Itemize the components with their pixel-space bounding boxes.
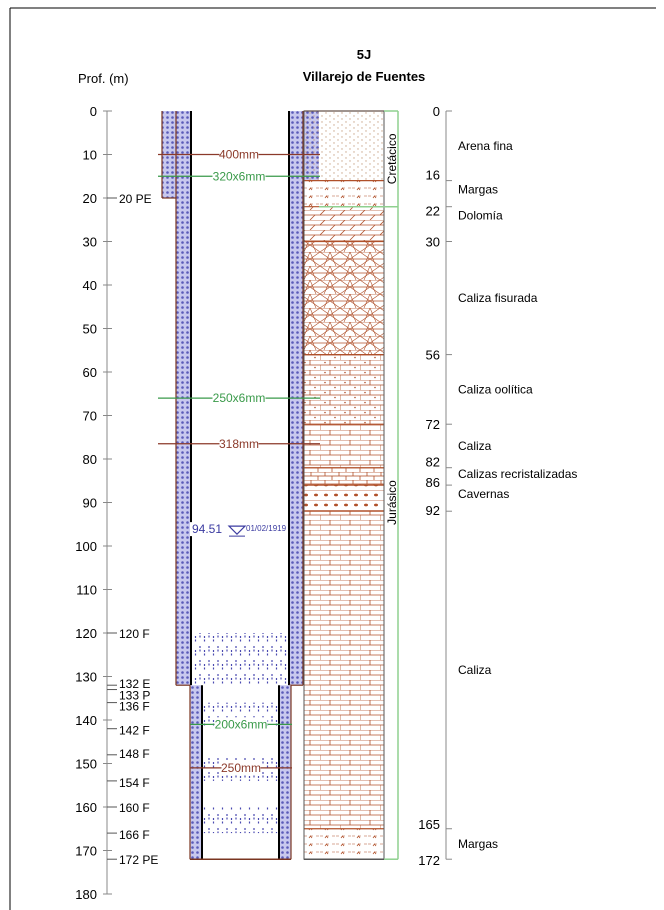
depth-tick-label: 80 bbox=[83, 452, 97, 467]
lower-casing-wall-right bbox=[280, 685, 291, 860]
lithology-layer-caverns bbox=[304, 485, 384, 512]
casing-label-bg bbox=[219, 147, 259, 162]
casing-label-bg bbox=[219, 436, 259, 451]
depth-tick-label: 100 bbox=[75, 539, 97, 554]
period-label: Cretácico bbox=[385, 133, 399, 184]
depth-marker-label: 166 F bbox=[119, 828, 150, 842]
depth-tick-label: 30 bbox=[83, 235, 97, 250]
well-structure bbox=[161, 111, 319, 860]
depth-tick-label: 0 bbox=[90, 104, 97, 119]
lithology-name: Arena fina bbox=[458, 139, 513, 153]
title-name: Villarejo de Fuentes bbox=[303, 69, 426, 84]
depth-marker-label: 133 P bbox=[119, 689, 150, 703]
period-label: Jurásico bbox=[385, 480, 399, 525]
lithology-layer-sand bbox=[304, 111, 384, 181]
screen-interval bbox=[193, 633, 288, 686]
lithology-layer-oolitic bbox=[304, 354, 384, 425]
lithology-name: Caliza bbox=[458, 439, 492, 453]
casing-label: 200x6mm bbox=[215, 717, 268, 731]
casing-label: 250x6mm bbox=[213, 391, 266, 405]
lithology-column bbox=[303, 110, 385, 860]
depth-tick-label: 10 bbox=[83, 148, 97, 163]
water-level-value: 94.51 bbox=[192, 522, 222, 536]
depth-tick-label: 110 bbox=[76, 583, 97, 598]
depth-tick-label: 160 bbox=[75, 800, 97, 815]
lithology-depth-label: 0 bbox=[433, 104, 440, 119]
depth-marker-label: 160 F bbox=[119, 801, 150, 815]
lithology-name: Dolomía bbox=[458, 208, 503, 222]
depth-marker-label: 154 F bbox=[119, 776, 150, 790]
lithology-name: Calizas recristalizadas bbox=[458, 467, 577, 481]
lithology-depth-scale: 0 16 22 30 56 72 82 86 92 165 172 Arena fina Margas D… bbox=[418, 104, 577, 868]
water-level-date: 01/02/1919 bbox=[246, 524, 287, 533]
lithology-depth-label: 30 bbox=[426, 235, 440, 250]
depth-marker-label: 136 F bbox=[119, 700, 150, 714]
depth-tick-label: 90 bbox=[83, 496, 97, 511]
screen-interval bbox=[203, 807, 278, 834]
casing-label-bg bbox=[212, 169, 266, 184]
lithology-layer-recrystal bbox=[304, 467, 384, 486]
depth-tick-label: 170 bbox=[75, 844, 97, 859]
lower-casing-wall-left bbox=[190, 685, 201, 860]
casing-label-bg bbox=[212, 391, 266, 406]
depth-tick-label: 50 bbox=[83, 322, 97, 337]
depth-tick-label: 120 bbox=[75, 626, 97, 641]
depth-marker-label: 148 F bbox=[119, 747, 150, 761]
casing-label: 400mm bbox=[219, 148, 259, 162]
lithology-depth-label: 86 bbox=[426, 475, 440, 490]
casing-label: 250mm bbox=[221, 761, 261, 775]
casing-annotations: 400mm 320x6mm 250x6mm 318mm 200x6mm 250mm 94.5… bbox=[158, 147, 320, 775]
depth-tick-label: 150 bbox=[75, 757, 97, 772]
lithology-depth-label: 22 bbox=[426, 204, 440, 219]
casing-label-bg bbox=[214, 717, 268, 732]
lithology-layer-limestone bbox=[304, 511, 384, 829]
period-column: Cretácico Jurásico bbox=[319, 110, 399, 860]
lithology-depth-label: 165 bbox=[418, 817, 440, 832]
lithology-depth-label: 56 bbox=[426, 348, 440, 363]
lithology-name: Margas bbox=[458, 837, 498, 851]
lithology-layer-marl bbox=[304, 180, 384, 207]
lithology-depth-label: 82 bbox=[426, 455, 440, 470]
lithology-layer-dolomite bbox=[304, 206, 384, 242]
depth-tick-label: 60 bbox=[83, 365, 97, 380]
casing-label-bg bbox=[221, 760, 261, 775]
depth-tick-label: 20 bbox=[83, 191, 97, 206]
casing-label: 318mm bbox=[219, 437, 259, 451]
lithology-layer-limestone bbox=[304, 424, 384, 468]
depth-tick-label: 140 bbox=[75, 713, 97, 728]
lithology-name: Caliza oolítica bbox=[458, 382, 533, 396]
lithology-name: Margas bbox=[458, 182, 498, 196]
depth-tick-label: 180 bbox=[75, 887, 97, 902]
lithology-layer-marl bbox=[304, 828, 384, 860]
depth-marker-label: 120 F bbox=[119, 627, 150, 641]
water-level-triangle-icon bbox=[227, 525, 247, 535]
lithology-name: Caliza bbox=[458, 663, 492, 677]
lithology-depth-label: 172 bbox=[418, 853, 440, 868]
depth-tick-label: 40 bbox=[83, 278, 97, 293]
depth-marker-label: 132 E bbox=[119, 677, 150, 691]
depth-axis: 0 10 20 30 40 50 60 70 80 90 100 110 120 130 140 150 160… bbox=[75, 104, 158, 902]
depth-tick-label: 70 bbox=[83, 409, 97, 424]
lithology-layer-fissured bbox=[304, 241, 384, 355]
casing-label: 320x6mm bbox=[213, 169, 266, 183]
lithology-depth-label: 16 bbox=[426, 168, 440, 183]
depth-marker-label: 142 F bbox=[119, 724, 150, 738]
depth-axis-label: Prof. (m) bbox=[78, 71, 129, 86]
lithology-depth-label: 72 bbox=[426, 417, 440, 432]
depth-marker-label: 20 PE bbox=[119, 192, 152, 206]
lithology-name: Caliza fisurada bbox=[458, 291, 538, 305]
depth-tick-label: 130 bbox=[75, 670, 97, 685]
lithology-name: Cavernas bbox=[458, 487, 509, 501]
depth-marker-label: 172 PE bbox=[119, 853, 158, 867]
lithology-depth-label: 92 bbox=[426, 503, 440, 518]
title-code: 5J bbox=[357, 47, 371, 62]
